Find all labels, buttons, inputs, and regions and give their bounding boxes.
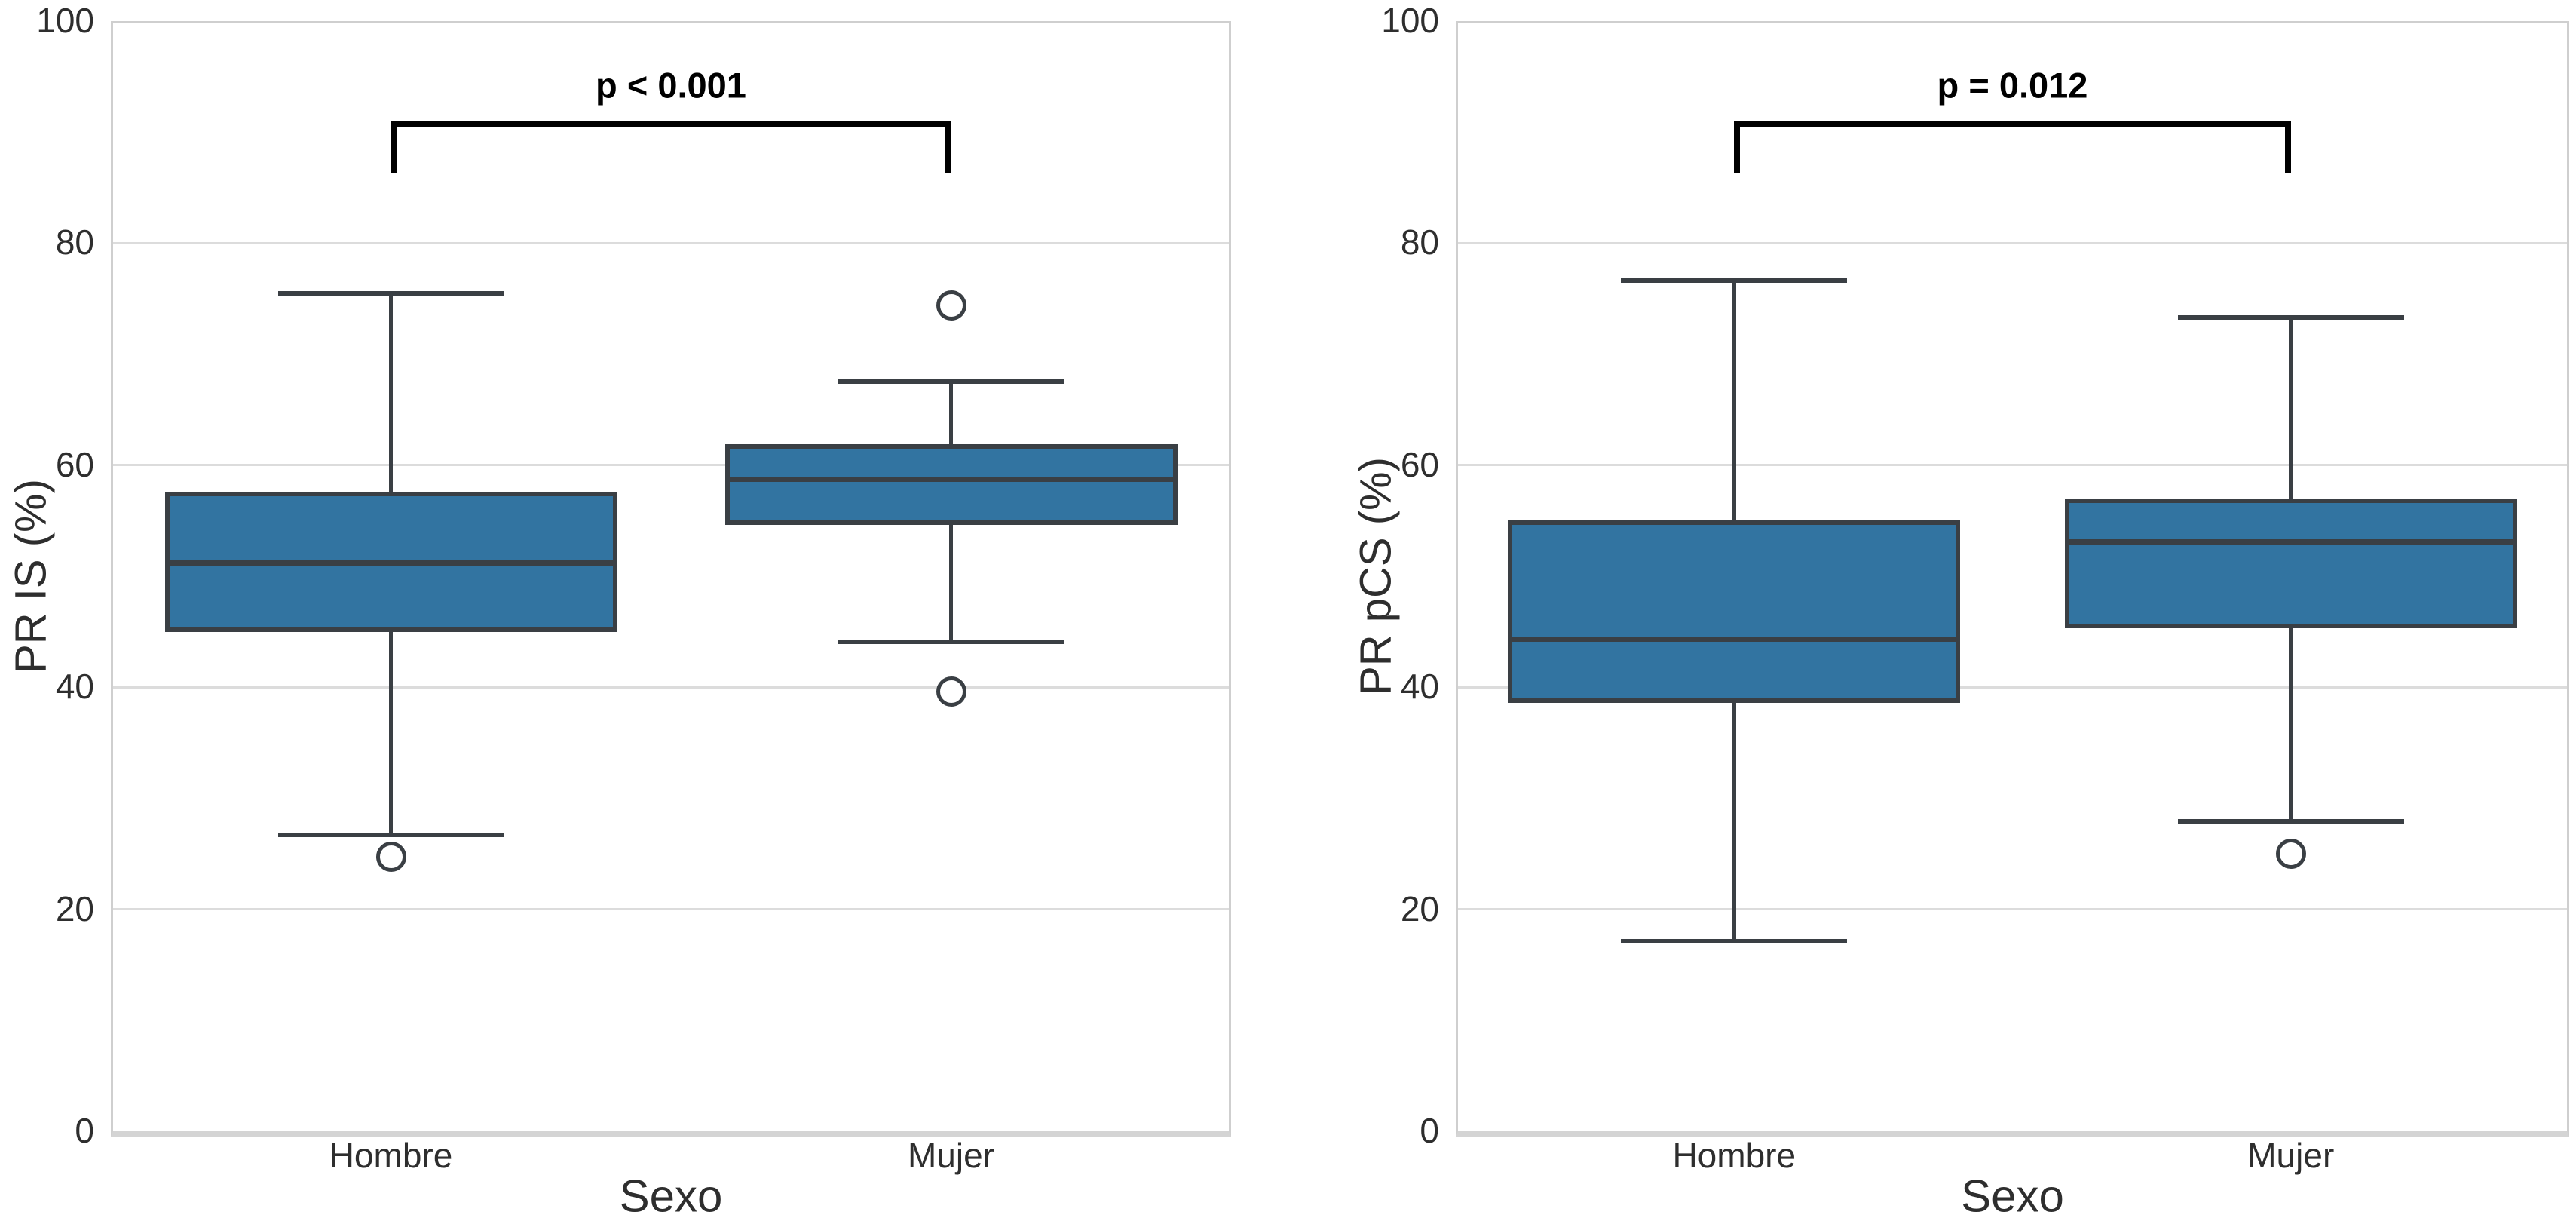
right-plot-upper-whisker [2289, 318, 2293, 499]
left-plot-whisker-cap [277, 290, 504, 296]
left-plot-significance-bracket-end [391, 124, 397, 173]
right-plot-outlier-point [2275, 839, 2306, 869]
right-plot-significance-bracket [1734, 121, 2291, 128]
right-plot-y-tick-label: 100 [1381, 0, 1439, 40]
right-plot-gridline [1456, 241, 2569, 244]
right-plot-box-mujer [2064, 498, 2517, 629]
right-plot-y-tick-label: 60 [1400, 444, 1439, 484]
right-plot-significance-bracket-end [2284, 124, 2291, 173]
right-plot-box-hombre [1508, 520, 1961, 703]
left-plot-significance-bracket-end [945, 124, 951, 173]
left-plot-whisker-cap [277, 832, 504, 837]
right-plot-significance-label: p = 0.012 [1937, 65, 2088, 106]
left-plot-category-label: Hombre [329, 1136, 453, 1175]
left-plot-upper-whisker [389, 293, 393, 492]
right-plot-y-axis-title: PR pCS (%) [1351, 457, 1401, 695]
left-plot-outlier-point [375, 842, 406, 873]
left-plot-outlier-point [936, 676, 966, 707]
right-plot-category-label: Hombre [1672, 1136, 1796, 1175]
right-plot-y-tick-label: 40 [1400, 667, 1439, 707]
right-plot-gridline [1456, 464, 2569, 467]
right-plot-x-axis-title: Sexo [1961, 1170, 2064, 1218]
left-plot-gridline [111, 908, 1231, 911]
right-plot-lower-whisker [2289, 628, 2293, 822]
left-plot-y-tick-label: 40 [55, 667, 94, 707]
left-plot-category-label: Mujer [907, 1136, 995, 1175]
left-plot-box-mujer [724, 443, 1178, 526]
right-plot-whisker-cap [1621, 939, 1848, 944]
left-plot-y-tick-label: 100 [36, 0, 94, 40]
right-plot-category-label: Mujer [2247, 1136, 2335, 1175]
left-plot-gridline [111, 464, 1231, 467]
right-plot-whisker-cap [1621, 278, 1848, 284]
right-plot-y-tick-label: 20 [1400, 888, 1439, 928]
right-plot-whisker-cap [2177, 315, 2404, 321]
left-plot-y-tick-label: 60 [55, 444, 94, 484]
right-plot-upper-whisker [1732, 281, 1736, 521]
right-plot-significance-bracket-end [1734, 124, 1741, 173]
left-plot-significance-label: p < 0.001 [596, 65, 746, 106]
right-plot-median-line [2064, 538, 2517, 545]
right-plot-frame [1456, 21, 2569, 1137]
right-plot-lower-whisker [1732, 702, 1736, 942]
left-plot-outlier-point [936, 290, 966, 321]
left-plot-lower-whisker [389, 631, 393, 835]
left-plot-median-line [164, 560, 617, 566]
left-plot-significance-bracket [391, 121, 951, 128]
left-plot-y-tick-label: 80 [55, 222, 94, 262]
left-plot-upper-whisker [949, 382, 953, 444]
left-plot-y-axis-title: PR IS (%) [6, 479, 56, 673]
right-plot-y-tick-label: 80 [1400, 222, 1439, 262]
left-plot-whisker-cap [838, 639, 1064, 644]
left-plot-y-tick-label: 20 [55, 888, 94, 928]
left-plot-frame [111, 21, 1231, 1137]
left-plot-gridline [111, 241, 1231, 244]
right-plot-median-line [1508, 637, 1961, 643]
left-plot-y-tick-label: 0 [75, 1110, 94, 1150]
left-plot-median-line [724, 477, 1178, 483]
left-plot-whisker-cap [838, 379, 1064, 385]
right-plot-gridline [1456, 686, 2569, 689]
left-plot-gridline [111, 686, 1231, 689]
right-plot-y-tick-label: 0 [1420, 1110, 1439, 1150]
right-plot-gridline [1456, 908, 2569, 911]
left-plot-x-axis-title: Sexo [619, 1170, 723, 1218]
left-plot-lower-whisker [949, 525, 953, 642]
right-plot-whisker-cap [2177, 819, 2404, 824]
